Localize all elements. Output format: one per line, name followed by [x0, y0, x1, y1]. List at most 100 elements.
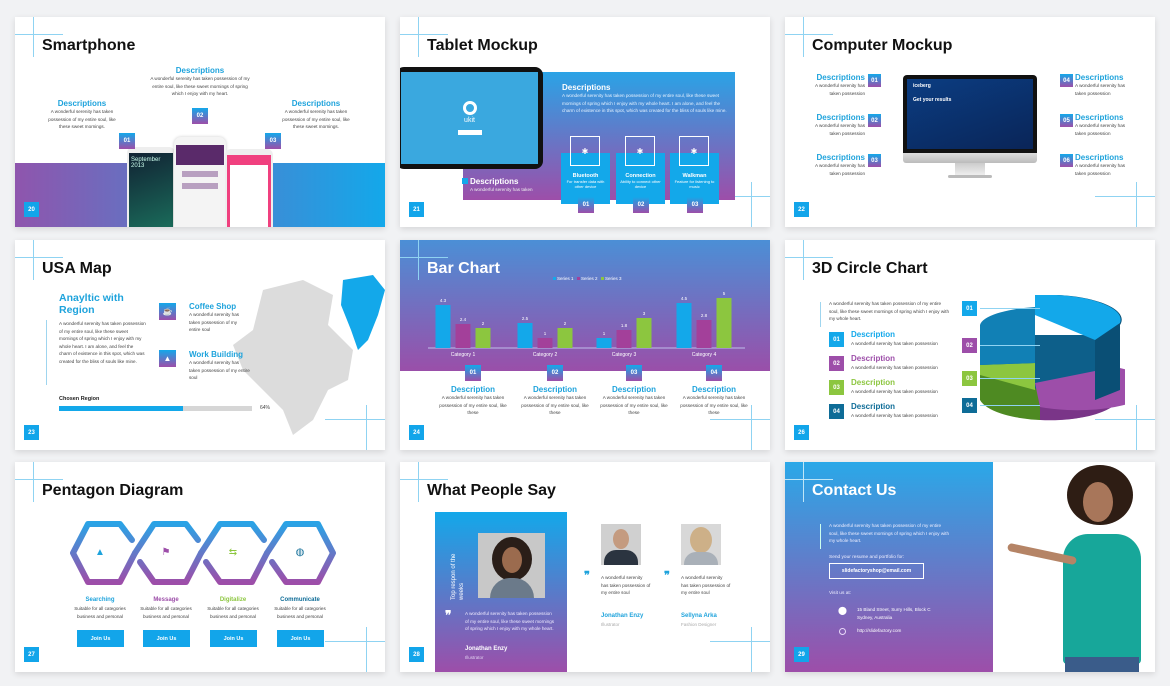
join-us-button[interactable]: Join Us [143, 630, 190, 647]
slide-pentagon[interactable]: Pentagon Diagram ▲ Searching Suitable for … [15, 462, 385, 672]
slide-smartphone[interactable]: Smartphone September 2013 01 02 03 Descr… [15, 17, 385, 227]
bar [537, 338, 553, 348]
badge: 03 [868, 154, 881, 167]
category-label: Category 2 [533, 352, 558, 358]
slide-tablet[interactable]: Tablet Mockup ukit Descriptions A wonder… [400, 17, 770, 227]
hexagon-3 [198, 521, 270, 585]
item-text: A wonderful serenity has taken possessio… [814, 83, 865, 96]
bar-chart: 4.3 2.4 2 Category 1 2.5 1 2 Category 2 1 1.8 3 Cat… [428, 276, 745, 358]
corner-line [366, 627, 367, 672]
item-label: Digitalize [219, 597, 247, 603]
slide-testimonials[interactable]: What People Say Top respon of the weeks … [400, 462, 770, 672]
phone-screen-text: September 2013 [129, 153, 173, 227]
accent-line [820, 302, 821, 327]
description-item: Description A wonderful serenity has take… [677, 385, 751, 417]
corner-line [803, 17, 804, 57]
item-text: A wonderful serenity has taken possessio… [851, 365, 938, 370]
quote-icon: ❞ [445, 608, 452, 622]
featured-quote: A wonderful serenity has taken possessio… [465, 611, 555, 631]
corner-line [710, 419, 770, 420]
badge: 04 [829, 404, 844, 419]
data-label: 2 [564, 321, 567, 326]
corner-line [1136, 182, 1137, 227]
legend-label: Series 1 [557, 276, 574, 281]
screen-brand: iceberg [913, 83, 931, 89]
slide-bar-chart[interactable]: Bar Chart 4.3 2.4 2 Category 1 2.5 1 2 Category… [400, 240, 770, 450]
corner-line [785, 34, 833, 35]
item-heading: Description [450, 385, 495, 394]
chart-badge: 02 [962, 338, 977, 353]
globe-icon: ◍ [295, 547, 305, 558]
slide-number: 29 [794, 647, 809, 662]
corner-line [1136, 405, 1137, 450]
monitor-mockup: iceberg Get your results [903, 75, 1037, 185]
corner-line [785, 257, 833, 258]
description-right: Descriptions A wonderful serenity has tak… [282, 99, 350, 129]
badge: 02 [868, 114, 881, 127]
description-center: Descriptions A wonderful serenity has tak… [150, 66, 250, 96]
corner-line [400, 479, 448, 480]
corner-line [15, 257, 63, 258]
coffee-icon: ☕ [159, 303, 176, 320]
chart-badge: 01 [962, 301, 977, 316]
progress-label: Chosen Region [59, 396, 100, 402]
send-label: Send your resume and portfolio for: [829, 555, 905, 560]
map-pin-icon: ▲ [95, 547, 105, 558]
badge: 05 [1060, 114, 1073, 127]
description-item: Descriptions A wonderful serenity has tak… [1075, 153, 1135, 177]
join-us-button[interactable]: Join Us [77, 630, 124, 647]
website-link[interactable]: http://slidefactory.com [857, 628, 902, 633]
item-text: A wonderful serenity has taken possessio… [1075, 163, 1126, 176]
item-text: A wonderful serenity has taken possessio… [600, 395, 668, 415]
slide-title: Tablet Mockup [427, 37, 538, 54]
person-name: Jonathan Enzy [601, 613, 644, 619]
join-us-button[interactable]: Join Us [277, 630, 324, 647]
email-button[interactable]: slidefactoryshop@email.com [829, 563, 924, 579]
leader-line [980, 378, 1040, 379]
corner-line [785, 479, 833, 480]
badge: 04 [706, 365, 722, 381]
item-heading: Description [851, 378, 896, 387]
featured-name: Jonathan Enzy [465, 646, 508, 652]
item-label: Communicate [280, 597, 320, 603]
accent-line [46, 320, 47, 385]
corner-line [325, 419, 385, 420]
corner-line [33, 240, 34, 280]
contact-text: A wonderful serenity has taken possessio… [829, 523, 950, 543]
slide-usa-map[interactable]: USA Map Anayltic with Region A wonderful… [15, 240, 385, 450]
phone-mockups: September 2013 [127, 137, 277, 227]
map-highlight-greenland [341, 275, 385, 350]
feature-label: Coffee Shop [189, 302, 237, 311]
person-quote: A wonderful serenity has taken possessio… [681, 575, 731, 595]
description-left: Descriptions A wonderful serenity has tak… [48, 99, 116, 129]
data-label: 5 [723, 291, 726, 296]
slide-computer[interactable]: Computer Mockup iceberg Get your results… [785, 17, 1155, 227]
badge: 03 [626, 365, 642, 381]
person-role: Fashion Designer [681, 622, 717, 627]
item-text: A wonderful serenity has taken possessio… [680, 395, 748, 415]
walkman-icon: ✱ [679, 136, 709, 166]
leader-line [980, 308, 1040, 309]
join-us-button[interactable]: Join Us [210, 630, 257, 647]
corner-line [803, 462, 804, 502]
slide-contact[interactable]: Contact Us A wonderful serenity has take… [785, 462, 1155, 672]
slide-number: 23 [24, 425, 39, 440]
item-heading: Description [851, 330, 896, 339]
hexagon-chain [70, 521, 336, 585]
bar [616, 330, 632, 348]
slide-title: Computer Mockup [812, 37, 953, 54]
slide-circle-chart[interactable]: 3D Circle Chart A wonderful serenity has… [785, 240, 1155, 450]
card-badge: 01 [578, 197, 594, 213]
bar [696, 320, 712, 348]
quote-icon: ❞ [584, 570, 590, 582]
person-name: Sellyna Arka [681, 613, 717, 619]
slide-title: Bar Chart [427, 260, 500, 277]
location-pin-icon: ⬤ [838, 606, 847, 615]
corner-line [400, 257, 448, 258]
corner-line [400, 34, 448, 35]
badge: 03 [829, 380, 844, 395]
corner-line [33, 462, 34, 502]
card-badge: 02 [633, 197, 649, 213]
card-text: Ability to connect other device [620, 179, 661, 189]
bar [455, 324, 471, 348]
